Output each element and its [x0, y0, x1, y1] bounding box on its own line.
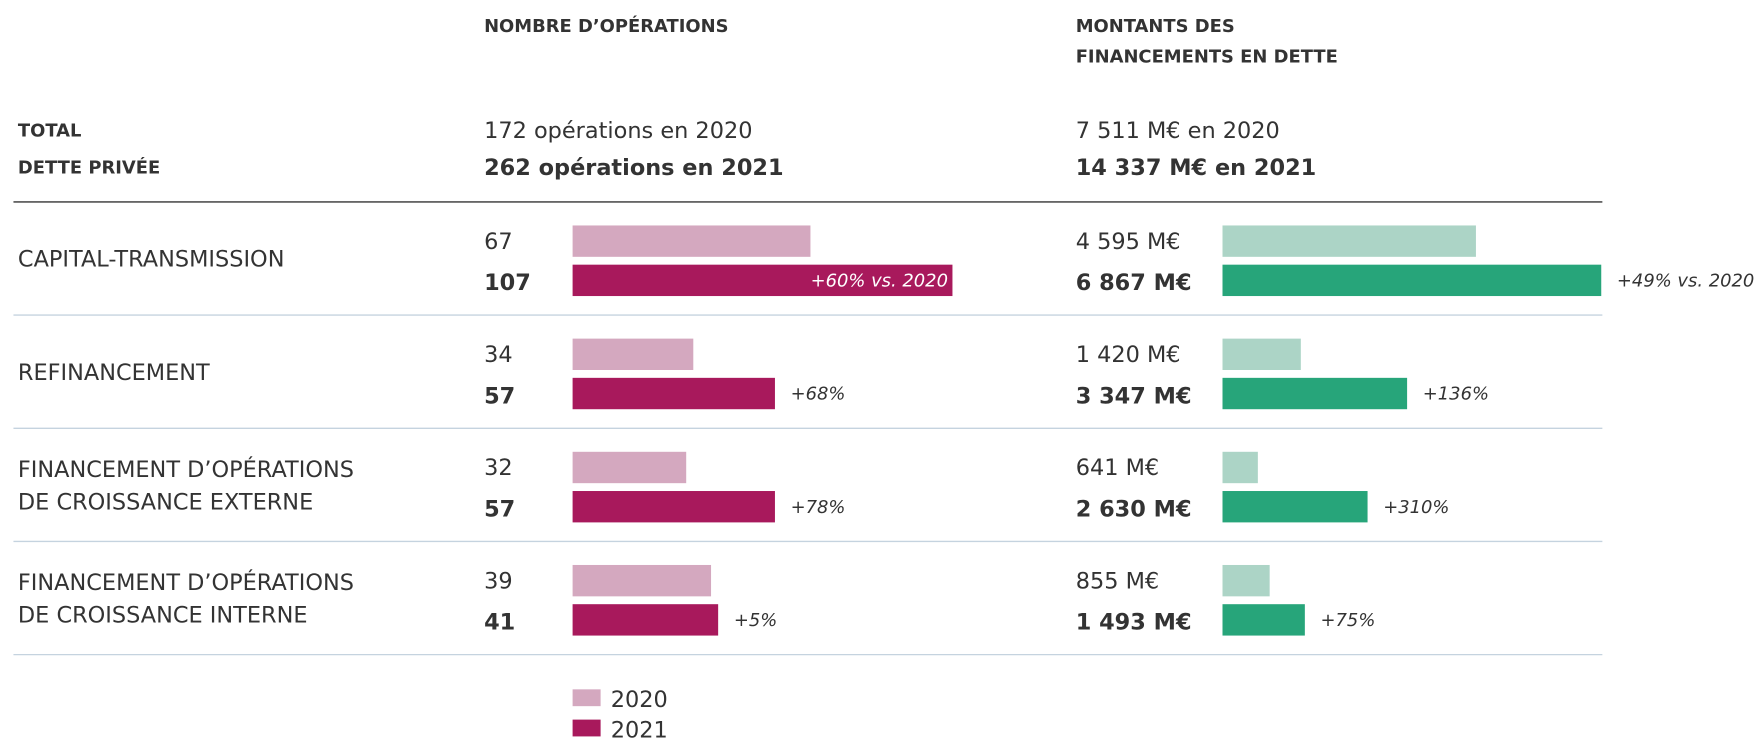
- bar: [572, 264, 953, 297]
- bar: [1222, 225, 1476, 257]
- column-title: FINANCEMENTS EN DETTE: [1076, 46, 1338, 67]
- value-label: 67: [484, 229, 513, 255]
- value-label: 32: [484, 455, 513, 481]
- value-label: 4 595 M€: [1076, 229, 1181, 255]
- row-label: FINANCEMENT D’OPÉRATIONS: [18, 455, 354, 483]
- value-label: 641 M€: [1076, 455, 1159, 481]
- bar: [1222, 377, 1408, 410]
- bar: [572, 225, 811, 257]
- row-label: DE CROISSANCE EXTERNE: [18, 489, 313, 515]
- bar: [572, 491, 775, 523]
- legend-label: 2020: [611, 687, 668, 713]
- value-label: 6 867 M€: [1076, 270, 1192, 296]
- row-heading: DETTE PRIVÉE: [18, 156, 160, 178]
- bar: [572, 564, 712, 597]
- value-label: 107: [484, 270, 531, 296]
- bar: [1222, 264, 1602, 297]
- row-label: DE CROISSANCE INTERNE: [18, 602, 308, 628]
- bar: [1222, 338, 1301, 370]
- value-label: 2 630 M€: [1076, 497, 1192, 523]
- bar: [572, 451, 687, 484]
- change-label: +68%: [791, 384, 846, 405]
- change-label: +5%: [734, 610, 777, 631]
- bar: [1222, 564, 1270, 597]
- change-label: +49% vs. 2020: [1617, 270, 1754, 291]
- column-title: NOMBRE D’OPÉRATIONS: [484, 15, 728, 37]
- legend-swatch: [572, 719, 601, 737]
- row-label: REFINANCEMENT: [18, 360, 210, 386]
- value-label: 41: [484, 610, 515, 636]
- change-label: +75%: [1321, 610, 1376, 631]
- value-label: 855 M€: [1076, 568, 1159, 594]
- change-label: +136%: [1423, 384, 1489, 405]
- row-heading: TOTAL: [18, 120, 82, 141]
- total: 262 opérations en 2021: [484, 155, 784, 181]
- bar: [1222, 491, 1368, 523]
- bar: [572, 604, 719, 636]
- bar: [1222, 451, 1258, 484]
- total: 172 opérations en 2020: [484, 118, 752, 144]
- bar: [572, 338, 694, 370]
- value-label: 34: [484, 342, 513, 368]
- value-label: 1 420 M€: [1076, 342, 1181, 368]
- column-title: MONTANTS DES: [1076, 16, 1235, 37]
- value-label: 1 493 M€: [1076, 610, 1192, 636]
- change-label: +60% vs. 2020: [811, 270, 948, 291]
- legend-swatch: [572, 689, 601, 707]
- change-label: +310%: [1383, 497, 1449, 518]
- value-label: 39: [484, 568, 513, 594]
- value-label: 3 347 M€: [1076, 383, 1192, 409]
- bar: [572, 377, 775, 410]
- legend-label: 2021: [611, 717, 668, 740]
- total: 7 511 M€ en 2020: [1076, 118, 1280, 144]
- row-label: FINANCEMENT D’OPÉRATIONS: [18, 568, 354, 596]
- total: 14 337 M€ en 2021: [1076, 155, 1317, 181]
- value-label: 57: [484, 383, 515, 409]
- row-label: CAPITAL-TRANSMISSION: [18, 247, 285, 273]
- change-label: +78%: [791, 497, 846, 518]
- bar: [1222, 604, 1305, 636]
- value-label: 57: [484, 497, 515, 523]
